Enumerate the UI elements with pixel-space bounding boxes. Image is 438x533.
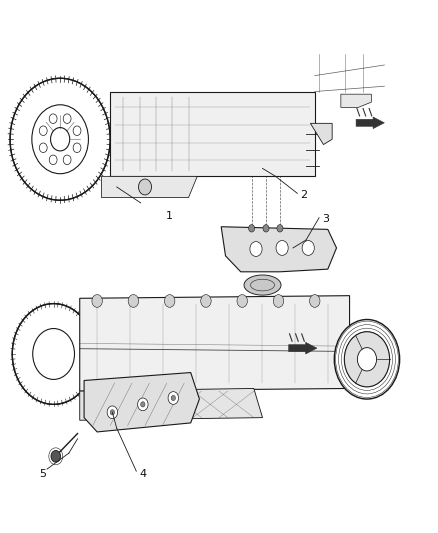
Circle shape [39, 126, 47, 135]
Polygon shape [80, 296, 350, 391]
Circle shape [10, 78, 110, 200]
Circle shape [63, 155, 71, 165]
Circle shape [39, 143, 47, 152]
Circle shape [201, 295, 211, 308]
Text: 4: 4 [139, 470, 146, 479]
FancyBboxPatch shape [1, 2, 437, 277]
Text: 5: 5 [39, 470, 46, 479]
Circle shape [168, 392, 179, 405]
Circle shape [138, 179, 152, 195]
Circle shape [273, 295, 284, 308]
Polygon shape [221, 227, 336, 272]
Ellipse shape [244, 275, 281, 295]
Polygon shape [102, 176, 197, 198]
Circle shape [277, 224, 283, 232]
Ellipse shape [79, 117, 90, 127]
Polygon shape [84, 373, 199, 432]
FancyBboxPatch shape [1, 277, 437, 531]
Circle shape [357, 348, 377, 371]
Circle shape [107, 406, 117, 419]
Circle shape [49, 155, 57, 165]
Circle shape [237, 295, 247, 308]
Circle shape [141, 402, 145, 407]
Circle shape [138, 398, 148, 411]
Circle shape [73, 143, 81, 152]
Circle shape [334, 319, 399, 399]
Ellipse shape [57, 166, 63, 181]
Circle shape [263, 224, 269, 232]
Text: 1: 1 [166, 211, 173, 221]
Circle shape [302, 240, 314, 255]
Ellipse shape [30, 117, 41, 127]
Polygon shape [356, 117, 385, 128]
Circle shape [49, 114, 57, 124]
Polygon shape [110, 92, 315, 176]
Text: 3: 3 [322, 214, 329, 224]
Circle shape [51, 450, 60, 462]
Circle shape [164, 295, 175, 308]
Circle shape [92, 295, 102, 308]
Text: 2: 2 [300, 190, 307, 200]
Circle shape [344, 332, 390, 387]
Circle shape [171, 395, 176, 401]
Circle shape [310, 295, 320, 308]
Circle shape [110, 410, 115, 415]
Circle shape [250, 241, 262, 256]
Ellipse shape [79, 151, 90, 161]
Circle shape [12, 304, 95, 405]
Circle shape [249, 224, 254, 232]
Circle shape [63, 114, 71, 124]
Polygon shape [341, 94, 371, 108]
Polygon shape [80, 389, 262, 420]
Circle shape [128, 295, 139, 308]
Ellipse shape [30, 151, 41, 161]
Ellipse shape [57, 98, 63, 112]
Circle shape [73, 126, 81, 135]
Polygon shape [289, 342, 317, 354]
Polygon shape [311, 123, 332, 144]
Circle shape [276, 240, 288, 255]
